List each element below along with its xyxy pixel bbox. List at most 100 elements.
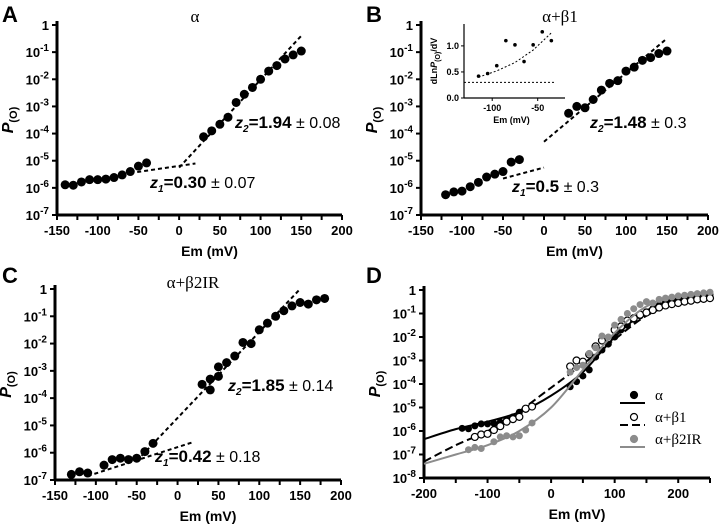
- data-point: [662, 46, 672, 56]
- data-point: [654, 49, 664, 59]
- data-point: [205, 385, 215, 395]
- y-tick-exponent: -2: [404, 70, 413, 81]
- data-point: [598, 332, 606, 340]
- data-point: [239, 89, 249, 99]
- annotation: z1=0.5 ± 0.3: [511, 177, 599, 199]
- data-point: [288, 50, 298, 60]
- inset-x-tick-label: -50: [531, 103, 544, 113]
- x-tick-label: -100: [449, 223, 475, 238]
- inset-y-label-pre: dLn: [429, 68, 439, 85]
- y-tick-label: 10-5: [393, 399, 417, 416]
- annotation-var: z: [511, 179, 520, 196]
- annotation-sub: 2: [597, 124, 604, 135]
- inset-y-tick-label: 0.0: [446, 93, 459, 103]
- x-tick-label: -200: [411, 486, 437, 501]
- data-point: [85, 175, 95, 185]
- data-point: [223, 112, 233, 122]
- legend-label: α+β2IR: [655, 432, 701, 448]
- inset-data-point: [494, 63, 499, 68]
- y-tick-label: 1: [409, 283, 416, 298]
- annotation-error: ± 0.07: [207, 175, 256, 192]
- data-point: [637, 55, 647, 65]
- data-point: [605, 78, 615, 88]
- data-point: [222, 358, 232, 368]
- data-point: [629, 62, 639, 72]
- y-tick-label: 10-3: [24, 362, 48, 379]
- x-tick-label: 100: [250, 223, 272, 238]
- y-tick-label: 10-5: [24, 416, 48, 433]
- data-point: [522, 426, 530, 434]
- y-tick-exponent: -4: [407, 375, 416, 386]
- x-tick-label: 0: [547, 486, 554, 501]
- y-tick-base: 10: [26, 72, 40, 87]
- annotation-error: ± 0.18: [212, 449, 261, 466]
- y-tick-label: 10-1: [26, 43, 50, 60]
- x-tick-label: -50: [127, 488, 146, 503]
- y-tick-exponent: -6: [404, 179, 413, 190]
- legend-marker: [629, 434, 639, 444]
- y-tick-label: 1: [40, 282, 47, 297]
- data-point: [572, 101, 582, 111]
- data-point: [205, 374, 215, 384]
- y-tick-base: 10: [390, 45, 404, 60]
- annotation-sub: 1: [163, 458, 169, 469]
- legend-label: α+β1: [655, 410, 686, 426]
- x-tick-label: 150: [290, 223, 312, 238]
- y-tick-exponent: -2: [407, 328, 416, 339]
- data-point: [132, 453, 142, 463]
- x-tick-label: 50: [578, 223, 592, 238]
- annotation-value: =1.94: [249, 113, 293, 132]
- y-tick-base: 1: [406, 18, 413, 33]
- annotation-var: z: [154, 449, 163, 466]
- y-tick-label: 10-4: [393, 375, 417, 392]
- annotation-value: =1.85: [242, 376, 285, 395]
- y-tick-base: 10: [26, 99, 40, 114]
- data-point: [580, 103, 590, 113]
- inset-y-label-post: /dV: [429, 38, 439, 52]
- data-point: [101, 174, 111, 184]
- y-label-main: P: [0, 387, 15, 398]
- y-label-main: P: [0, 122, 17, 133]
- y-tick-label: 1: [406, 18, 413, 33]
- x-tick-label: 200: [331, 223, 353, 238]
- data-point: [588, 94, 598, 104]
- annotation-error: ± 0.08: [292, 115, 341, 132]
- legend-label: α: [655, 388, 663, 404]
- data-point: [700, 289, 708, 297]
- x-tick-label: 200: [330, 488, 352, 503]
- y-label-main: P: [367, 386, 384, 397]
- y-tick-exponent: -3: [407, 352, 416, 363]
- data-point: [496, 422, 505, 431]
- y-tick-base: 10: [393, 330, 407, 345]
- y-axis-label: P(O): [0, 106, 20, 133]
- y-tick-base: 10: [26, 208, 40, 223]
- legend-marker: [629, 390, 639, 400]
- inset-y-tick-label: 0.5: [446, 67, 459, 77]
- data-point: [76, 177, 86, 187]
- x-tick-label: 200: [667, 486, 689, 501]
- data-point: [636, 301, 644, 309]
- annotation-error: ± 0.3: [559, 179, 599, 196]
- x-tick-label: 0: [176, 223, 183, 238]
- data-point: [247, 82, 257, 92]
- panel-letter: B: [366, 2, 382, 27]
- data-point: [296, 46, 306, 56]
- data-point: [621, 66, 631, 76]
- data-point: [489, 425, 499, 435]
- y-tick-exponent: -6: [40, 179, 49, 190]
- inset-data-point: [476, 74, 481, 78]
- inset-y-label-sub: (O): [435, 52, 442, 62]
- data-point: [585, 366, 593, 374]
- fit-line: [87, 440, 195, 477]
- data-point: [668, 293, 676, 301]
- y-tick-exponent: -5: [404, 152, 413, 163]
- data-point: [311, 295, 321, 305]
- y-tick-exponent: -5: [40, 152, 49, 163]
- data-point: [579, 372, 587, 380]
- inset-data-point: [485, 71, 490, 76]
- x-tick-label: -100: [475, 486, 501, 501]
- data-point: [230, 351, 240, 361]
